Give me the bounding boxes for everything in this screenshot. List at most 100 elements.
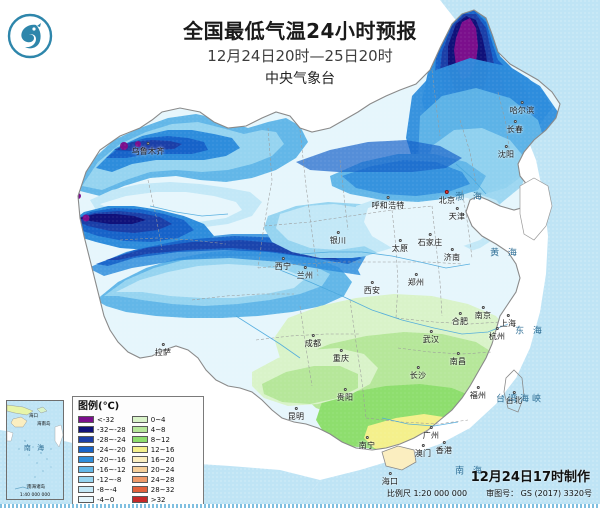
city-label: 广州: [423, 426, 439, 441]
sea-label: 南 海: [455, 466, 485, 477]
footer-metadata: 比例尺 1:20 000 000 审图号： GS (2017) 3320号: [387, 488, 592, 499]
city-name: 天津: [448, 212, 466, 221]
city-name: 哈尔滨: [509, 106, 535, 115]
city-marker-icon: [458, 312, 462, 315]
legend-range-label: 12~16: [150, 445, 175, 454]
city-marker-icon: [495, 327, 499, 330]
legend-color-swatch: [78, 496, 94, 503]
legend-row: -28~-24: [78, 435, 126, 444]
city-label: 天津: [449, 207, 465, 222]
city-label: 呼和浩特: [372, 196, 405, 211]
legend-range-label: 4~8: [150, 425, 166, 434]
city-marker-icon: [512, 391, 516, 394]
legend-color-swatch: [78, 486, 94, 493]
legend-range-label: -16~-12: [97, 465, 126, 474]
city-marker-icon: [504, 145, 508, 148]
legend-row: -32~-28: [78, 425, 126, 434]
city-label: 石家庄: [418, 233, 443, 248]
legend-range-label: 16~20: [150, 455, 175, 464]
legend-row: 20~24: [131, 465, 175, 474]
city-name: 西安: [363, 286, 381, 295]
legend-color-swatch: [78, 436, 94, 443]
city-name: 重庆: [332, 354, 350, 363]
legend-range-label: -20~-16: [97, 455, 126, 464]
city-marker-icon: [161, 343, 165, 346]
sea-label: 黄 海: [490, 248, 520, 259]
city-name: 台北: [505, 396, 523, 405]
city-name: 贵阳: [336, 393, 354, 402]
city-name: 杭州: [488, 332, 506, 341]
legend-range-label: 0~4: [150, 415, 166, 424]
city-name: 西宁: [274, 262, 292, 271]
city-name: 太原: [391, 244, 409, 253]
legend-range-label: 28~32: [150, 485, 175, 494]
inset-islands-label: 南海诸岛: [27, 485, 46, 490]
city-name: 长沙: [409, 371, 427, 380]
cma-dragon-logo: [7, 13, 53, 59]
city-marker-icon: [386, 196, 390, 199]
city-name: 南京: [474, 311, 492, 320]
city-name: 武汉: [422, 335, 440, 344]
city-marker-icon: [428, 233, 432, 236]
city-label: 北京: [439, 190, 455, 206]
legend-range-label: -24~-20: [97, 445, 126, 454]
legend-row: 0~4: [131, 415, 175, 424]
city-label: 上海: [500, 314, 516, 329]
legend-row: >32: [131, 495, 175, 504]
legend-range-label: -8~-4: [97, 485, 117, 494]
rivers: [149, 163, 509, 427]
legend-row: -4~0: [78, 495, 126, 504]
sea-label: 台湾海峡: [495, 394, 545, 405]
china-border: [77, 9, 561, 451]
legend-color-swatch: [131, 496, 148, 503]
legend-row: 4~8: [131, 425, 175, 434]
legend-range-label: -12~-8: [97, 475, 122, 484]
city-marker-icon: [481, 306, 485, 309]
legend-color-swatch: [131, 446, 148, 453]
city-marker-icon: [311, 334, 315, 337]
city-marker-icon: [445, 190, 449, 194]
city-name: 昆明: [287, 412, 305, 421]
city-name: 拉萨: [154, 348, 172, 357]
sea-label: 渤 海: [455, 192, 485, 203]
city-label: 济南: [444, 248, 460, 263]
city-marker-icon: [343, 388, 347, 391]
city-label: 乌鲁木齐: [132, 142, 165, 157]
city-marker-icon: [476, 386, 480, 389]
city-label: 台北: [506, 391, 522, 406]
south-china-sea-inset: 海口 海南岛 南 海 南海诸岛 1:40 000 000: [6, 400, 64, 500]
city-marker-icon: [442, 441, 446, 444]
legend-color-swatch: [131, 476, 148, 483]
legend-color-swatch: [131, 436, 148, 443]
city-marker-icon: [339, 349, 343, 352]
taiwan-outline: [503, 369, 525, 413]
legend-row: -12~-8: [78, 475, 126, 484]
city-label: 成都: [305, 334, 321, 349]
city-name: 郑州: [407, 278, 425, 287]
city-name: 海口: [381, 477, 399, 486]
legend-range-label: -4~0: [97, 495, 115, 504]
inset-scale-label: 1:40 000 000: [19, 493, 51, 498]
forecast-period: 12月24日20时—25日20时: [207, 47, 393, 65]
city-label: 哈尔滨: [510, 101, 535, 116]
city-label: 郑州: [408, 273, 424, 288]
city-label: 西安: [364, 281, 380, 296]
legend-row: -16~-12: [78, 465, 126, 474]
city-name: 银川: [329, 236, 347, 245]
city-marker-icon: [513, 120, 517, 123]
city-name: 合肥: [451, 317, 469, 326]
legend-color-swatch: [78, 426, 94, 433]
city-marker-icon: [398, 239, 402, 242]
city-name: 石家庄: [417, 238, 443, 247]
city-label: 香港: [436, 441, 452, 456]
inset-hainan-island-label: 海南岛: [37, 422, 51, 427]
legend-range-label: 20~24: [150, 465, 175, 474]
legend-row: -20~-16: [78, 455, 126, 464]
legend-range-label: 8~12: [150, 435, 170, 444]
inset-haikou-label: 海口: [29, 414, 38, 419]
legend-row: 28~32: [131, 485, 175, 494]
legend-color-swatch: [78, 446, 94, 453]
legend-color-swatch: [131, 426, 148, 433]
city-name: 济南: [443, 253, 461, 262]
city-name: 南昌: [449, 357, 467, 366]
